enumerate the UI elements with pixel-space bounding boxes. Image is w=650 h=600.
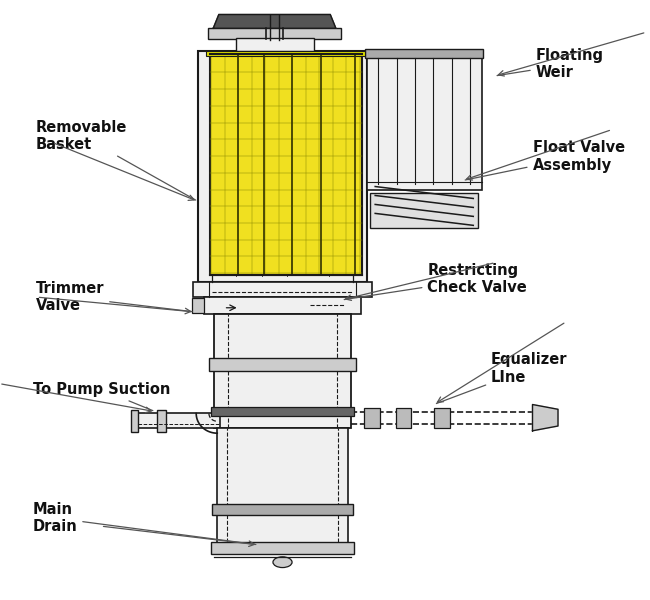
Text: Removable
Basket: Removable Basket bbox=[36, 119, 196, 200]
Bar bbox=[193, 282, 372, 297]
Text: To Pump Suction: To Pump Suction bbox=[32, 382, 170, 410]
Polygon shape bbox=[213, 14, 336, 28]
Bar bbox=[157, 410, 166, 432]
Ellipse shape bbox=[273, 557, 292, 568]
Bar bbox=[217, 428, 348, 548]
Text: Restricting
Check Valve: Restricting Check Valve bbox=[344, 263, 527, 299]
Text: Trimmer
Valve: Trimmer Valve bbox=[36, 281, 192, 313]
Bar bbox=[131, 410, 138, 432]
Bar bbox=[209, 54, 362, 275]
Bar bbox=[434, 407, 450, 428]
Bar bbox=[212, 504, 353, 515]
Text: Equalizer
LIne: Equalizer LIne bbox=[436, 352, 567, 404]
Text: Floating
Weir: Floating Weir bbox=[497, 48, 604, 80]
Bar bbox=[396, 407, 411, 428]
Bar bbox=[214, 314, 351, 428]
Bar bbox=[138, 413, 220, 428]
Bar bbox=[207, 51, 365, 56]
Text: Float Valve
Assembly: Float Valve Assembly bbox=[465, 140, 625, 180]
Bar bbox=[209, 358, 356, 371]
Bar bbox=[367, 51, 482, 190]
Bar bbox=[235, 38, 313, 51]
Bar bbox=[211, 542, 354, 554]
Bar bbox=[211, 407, 354, 416]
Bar bbox=[364, 407, 380, 428]
Polygon shape bbox=[532, 404, 558, 431]
Bar bbox=[207, 28, 341, 39]
Bar bbox=[192, 298, 205, 313]
Bar bbox=[205, 297, 361, 314]
Bar bbox=[198, 51, 367, 282]
Bar bbox=[370, 193, 478, 229]
Bar bbox=[365, 49, 484, 58]
Text: Main
Drain: Main Drain bbox=[32, 502, 256, 544]
